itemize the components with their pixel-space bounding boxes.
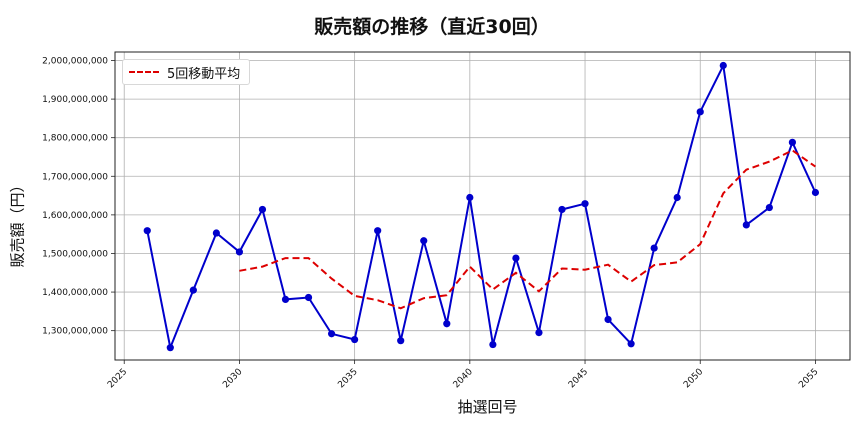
- sales-data-point: [535, 328, 543, 337]
- y-tick-label: 1,900,000,000: [42, 95, 108, 105]
- sales-data-point: [374, 227, 382, 235]
- sales-data-point: [304, 293, 313, 302]
- sales-data-point: [212, 229, 220, 237]
- sales-data-point: [765, 203, 773, 212]
- sales-data-point: [604, 315, 612, 324]
- y-tick-label: 1,300,000,000: [42, 327, 108, 337]
- sales-data-point: [420, 237, 428, 245]
- sales-data-point: [351, 335, 359, 344]
- y-tick-label: 1,700,000,000: [42, 172, 108, 182]
- y-tick-label: 2,000,000,000: [42, 56, 108, 66]
- x-tick-label: 2030: [221, 367, 244, 390]
- sales-data-point: [466, 193, 474, 202]
- sales-data-point: [235, 248, 244, 256]
- x-tick-label: 2045: [567, 367, 590, 390]
- sales-data-point: [811, 188, 820, 197]
- x-tick-label: 2025: [106, 367, 129, 390]
- legend-label: 5回移動平均: [167, 67, 241, 82]
- y-tick-label: 1,500,000,000: [42, 249, 108, 259]
- sales-data-point: [143, 227, 151, 235]
- sales-data-point: [489, 340, 497, 349]
- sales-data-point: [650, 244, 658, 252]
- x-tick-label: 2055: [797, 367, 820, 390]
- legend-dash-swatch: [129, 71, 159, 73]
- sales-data-point: [673, 193, 681, 202]
- sales-data-point: [189, 286, 197, 294]
- x-tick-label: 2050: [682, 367, 705, 390]
- sales-line: [146, 62, 817, 352]
- sales-data-point: [443, 320, 451, 328]
- x-axis-label: 抽選回号: [457, 398, 518, 416]
- moving-average-line: [239, 149, 816, 310]
- x-tick-label: 2035: [336, 367, 359, 390]
- sales-data-point: [281, 295, 290, 304]
- sales-data-point: [788, 138, 796, 146]
- sales-data-point: [166, 344, 174, 352]
- sales-data-point: [627, 340, 635, 348]
- y-tick-label: 1,400,000,000: [42, 288, 108, 298]
- sales-data-point: [327, 330, 336, 338]
- sales-data-point: [696, 108, 704, 116]
- plot-frame: [114, 51, 851, 361]
- x-tick-label: 2040: [452, 367, 475, 390]
- y-tick-label: 1,800,000,000: [42, 134, 108, 144]
- sales-data-point: [581, 200, 589, 208]
- sales-data-point: [397, 337, 405, 345]
- y-tick-label: 1,600,000,000: [42, 211, 108, 221]
- sales-data-point: [742, 221, 750, 229]
- chart-title: 販売額の推移（直近30回）: [314, 16, 550, 38]
- sales-data-point: [719, 61, 727, 70]
- legend: 5回移動平均: [122, 59, 250, 85]
- sales-data-point: [512, 254, 520, 262]
- sales-data-point: [258, 205, 267, 214]
- sales-data-point: [558, 205, 566, 214]
